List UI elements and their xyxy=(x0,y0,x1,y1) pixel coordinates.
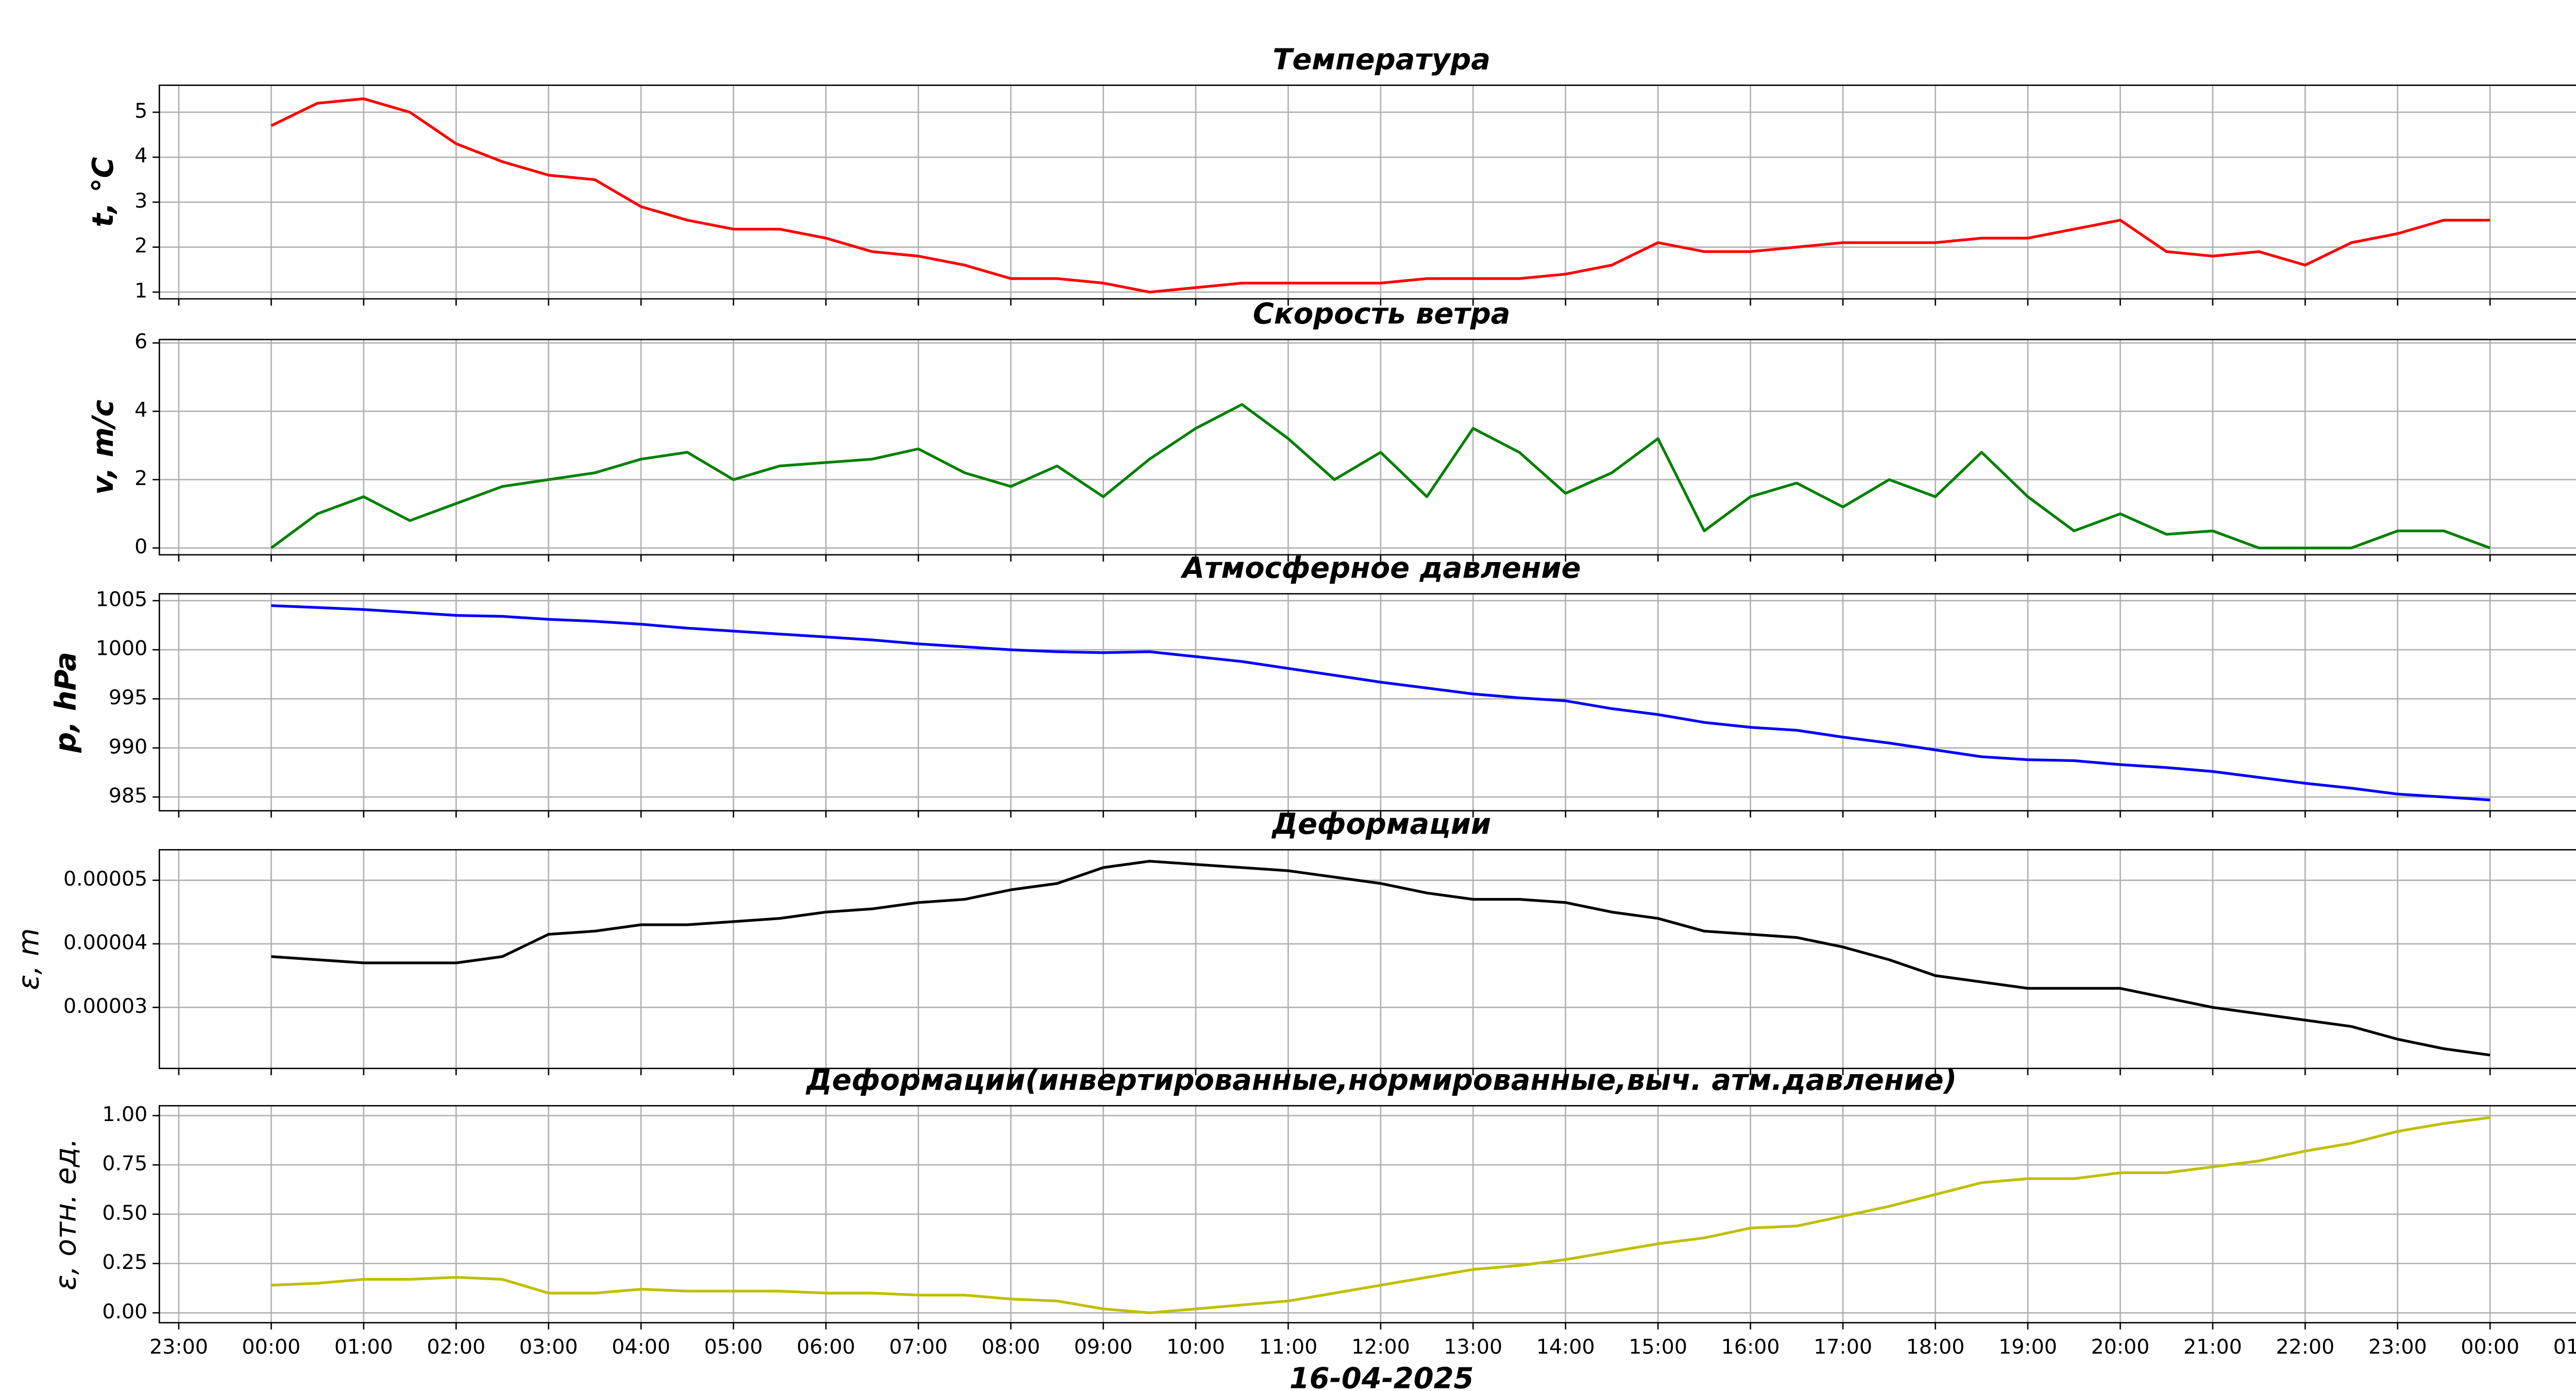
x-tick-label: 21:00 xyxy=(2183,1335,2242,1359)
axes-frame xyxy=(158,84,2576,300)
x-tick-label: 00:00 xyxy=(2461,1335,2519,1359)
data-line xyxy=(271,1116,2490,1314)
y-tick-label: 1.00 xyxy=(102,1102,147,1126)
y-tick-label: 0.00005 xyxy=(63,867,147,891)
y-tick-label: 1000 xyxy=(96,637,147,660)
x-tick-label: 00:00 xyxy=(242,1335,301,1359)
axes-frame xyxy=(158,1105,2576,1324)
x-tick-label: 10:00 xyxy=(1166,1335,1225,1359)
panel-title: Атмосферное давление xyxy=(1180,552,1581,585)
y-axis-label: t, °C xyxy=(87,157,120,227)
y-tick-label: 3 xyxy=(134,189,147,213)
x-tick-label: 17:00 xyxy=(1814,1335,1872,1359)
x-tick-label: 01:00 xyxy=(334,1335,393,1359)
x-tick-label: 11:00 xyxy=(1259,1335,1317,1359)
y-tick-label: 1 xyxy=(134,279,147,302)
data-line xyxy=(270,403,2491,550)
x-axis-label: 16-04-2025 xyxy=(1290,1362,1474,1391)
x-tick-label: 05:00 xyxy=(704,1335,763,1359)
y-tick-label: 0 xyxy=(134,535,147,558)
x-tick-label: 23:00 xyxy=(149,1335,208,1359)
x-tick-label: 02:00 xyxy=(427,1335,485,1359)
data-line xyxy=(270,97,2490,294)
y-tick-label: 990 xyxy=(109,735,147,758)
axes-frame xyxy=(158,338,2576,556)
x-tick-label: 18:00 xyxy=(1906,1335,1965,1359)
y-tick-label: 2 xyxy=(134,466,147,490)
y-tick-label: 995 xyxy=(109,686,147,709)
y-tick-label: 5 xyxy=(134,99,147,123)
data-line xyxy=(271,859,2490,1057)
x-tick-label: 19:00 xyxy=(1998,1335,2057,1359)
y-tick-label: 6 xyxy=(134,330,147,353)
x-tick-label: 08:00 xyxy=(981,1335,1040,1359)
y-axis-label: v, m/c xyxy=(87,400,120,495)
axes-frame xyxy=(158,849,2576,1070)
axes-frame xyxy=(158,593,2576,812)
panel-title: Деформации(инвертированные,нормированные… xyxy=(805,1063,1957,1097)
y-tick-label: 0.50 xyxy=(102,1201,147,1225)
x-tick-label: 23:00 xyxy=(2368,1335,2427,1359)
x-tick-label: 16:00 xyxy=(1721,1335,1780,1359)
y-tick-label: 0.00003 xyxy=(63,994,147,1018)
y-tick-label: 0.00004 xyxy=(63,931,147,955)
y-tick-label: 4 xyxy=(134,398,147,422)
x-tick-label: 15:00 xyxy=(1629,1335,1687,1359)
x-tick-label: 03:00 xyxy=(519,1335,578,1359)
y-tick-label: 2 xyxy=(134,234,147,258)
x-tick-label: 14:00 xyxy=(1536,1335,1595,1359)
y-tick-label: 985 xyxy=(109,784,147,808)
x-tick-label: 09:00 xyxy=(1074,1335,1133,1359)
y-tick-label: 1005 xyxy=(96,587,147,611)
x-tick-label: 07:00 xyxy=(889,1335,948,1359)
y-axis-label: p, hPa xyxy=(49,652,83,753)
panel-title: Деформации xyxy=(1271,807,1491,841)
data-line xyxy=(271,604,2490,802)
panel-title: Температура xyxy=(1273,43,1490,77)
y-axis-label: ε, m xyxy=(12,928,45,990)
x-tick-label: 12:00 xyxy=(1351,1335,1410,1359)
x-tick-label: 01:00 xyxy=(2553,1335,2576,1359)
y-axis-label: ε, отн. ед. xyxy=(49,1138,83,1291)
x-tick-label: 04:00 xyxy=(612,1335,670,1359)
y-tick-label: 0.75 xyxy=(102,1152,147,1176)
y-tick-label: 4 xyxy=(134,144,147,168)
x-tick-label: 20:00 xyxy=(2091,1335,2150,1359)
x-tick-label: 06:00 xyxy=(796,1335,855,1359)
y-tick-label: 0.25 xyxy=(102,1250,147,1274)
x-tick-label: 13:00 xyxy=(1444,1335,1502,1359)
x-tick-label: 22:00 xyxy=(2276,1335,2334,1359)
panel-title: Скорость ветра xyxy=(1253,297,1511,331)
y-tick-label: 0.00 xyxy=(102,1300,147,1324)
